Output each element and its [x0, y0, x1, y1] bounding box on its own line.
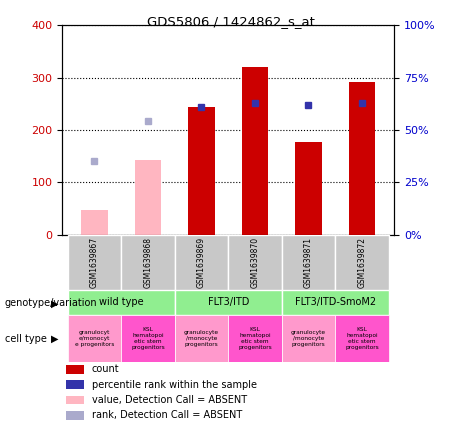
Text: KSL
hematopoi
etic stem
progenitors: KSL hematopoi etic stem progenitors: [131, 327, 165, 349]
Bar: [282, 235, 335, 290]
Bar: [228, 315, 282, 362]
Bar: [175, 290, 282, 315]
Text: granulocyt
e/monocyt
e progenitors: granulocyt e/monocyt e progenitors: [75, 330, 114, 347]
Bar: [66, 380, 84, 389]
Bar: [121, 235, 175, 290]
Text: wild type: wild type: [99, 297, 143, 308]
Text: percentile rank within the sample: percentile rank within the sample: [92, 380, 257, 390]
Text: GSM1639869: GSM1639869: [197, 237, 206, 288]
Bar: [121, 315, 175, 362]
Text: GSM1639867: GSM1639867: [90, 237, 99, 288]
Bar: [242, 67, 268, 235]
Bar: [175, 235, 228, 290]
Bar: [66, 365, 84, 374]
Bar: [335, 315, 389, 362]
Bar: [135, 160, 161, 235]
Text: granulocyte
/monocyte
progenitors: granulocyte /monocyte progenitors: [184, 330, 219, 347]
Bar: [66, 396, 84, 404]
Bar: [335, 235, 389, 290]
Text: FLT3/ITD-SmoM2: FLT3/ITD-SmoM2: [295, 297, 376, 308]
Bar: [282, 315, 335, 362]
Bar: [68, 290, 175, 315]
Text: rank, Detection Call = ABSENT: rank, Detection Call = ABSENT: [92, 410, 242, 420]
Bar: [349, 82, 375, 235]
Text: GDS5806 / 1424862_s_at: GDS5806 / 1424862_s_at: [147, 15, 314, 28]
Text: KSL
hematopoi
etic stem
progenitors: KSL hematopoi etic stem progenitors: [238, 327, 272, 349]
Text: GSM1639871: GSM1639871: [304, 237, 313, 288]
Bar: [295, 142, 322, 235]
Bar: [282, 290, 389, 315]
Bar: [66, 411, 84, 420]
Text: KSL
hematopoi
etic stem
progenitors: KSL hematopoi etic stem progenitors: [345, 327, 379, 349]
Bar: [68, 315, 121, 362]
Text: granulocyte
/monocyte
progenitors: granulocyte /monocyte progenitors: [291, 330, 326, 347]
Bar: [175, 315, 228, 362]
Text: count: count: [92, 364, 119, 374]
Text: GSM1639872: GSM1639872: [358, 237, 366, 288]
Bar: [68, 235, 121, 290]
Text: GSM1639870: GSM1639870: [250, 237, 260, 288]
Bar: [188, 107, 215, 235]
Bar: [228, 235, 282, 290]
Text: GSM1639868: GSM1639868: [143, 237, 153, 288]
Text: genotype/variation: genotype/variation: [5, 298, 97, 308]
Text: ▶: ▶: [51, 334, 59, 344]
Text: cell type: cell type: [5, 334, 47, 344]
Bar: [81, 210, 108, 235]
Text: FLT3/ITD: FLT3/ITD: [207, 297, 249, 308]
Text: ▶: ▶: [51, 298, 59, 308]
Text: value, Detection Call = ABSENT: value, Detection Call = ABSENT: [92, 395, 247, 405]
